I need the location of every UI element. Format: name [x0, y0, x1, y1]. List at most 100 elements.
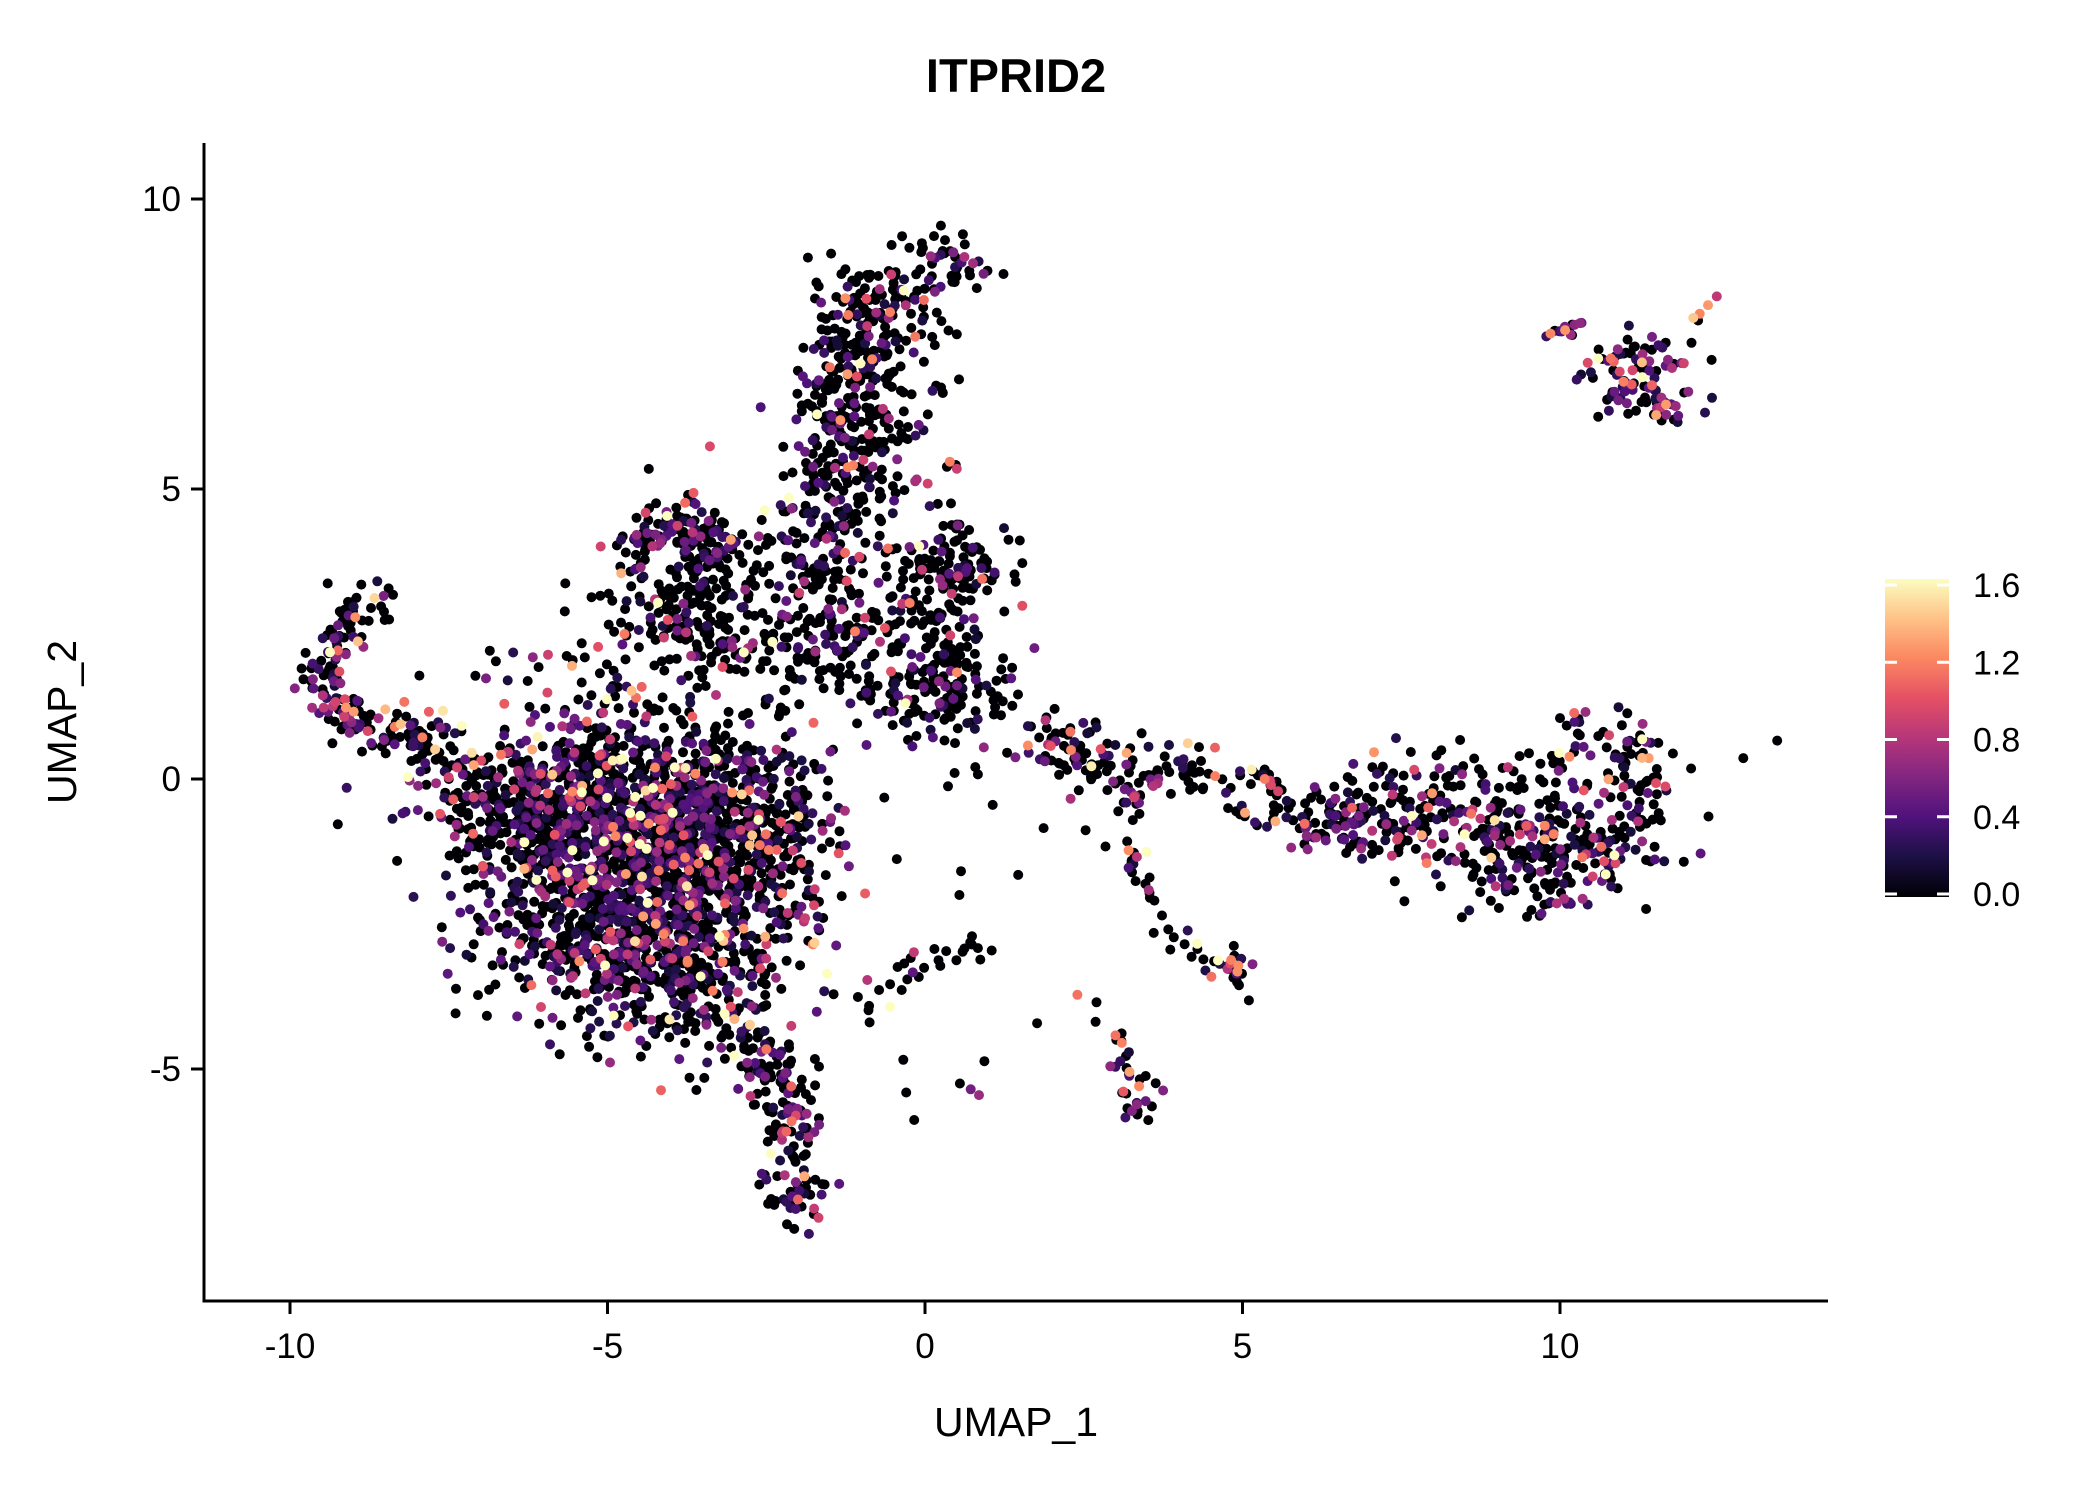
data-point — [1686, 337, 1697, 348]
data-point — [620, 654, 631, 665]
data-point — [671, 904, 682, 915]
data-point — [1164, 767, 1175, 778]
data-point — [1622, 334, 1633, 345]
data-point — [998, 653, 1009, 664]
data-point — [953, 571, 963, 582]
data-point — [665, 872, 676, 883]
data-point — [885, 979, 896, 990]
data-point — [1143, 1115, 1154, 1126]
data-point — [662, 881, 672, 892]
data-point — [784, 776, 795, 787]
data-point — [1616, 720, 1627, 731]
data-point — [1281, 795, 1292, 806]
data-point — [766, 962, 777, 973]
data-point — [1574, 730, 1585, 741]
data-point — [1129, 792, 1140, 803]
data-point — [906, 322, 917, 333]
data-point — [1489, 830, 1500, 841]
data-point — [1245, 779, 1256, 790]
data-point — [1578, 863, 1589, 873]
data-point — [742, 1057, 753, 1068]
data-point — [834, 623, 844, 634]
data-point — [603, 588, 614, 599]
data-point — [561, 651, 572, 661]
data-point — [1593, 731, 1604, 742]
data-point — [1110, 740, 1121, 750]
data-point — [771, 917, 782, 928]
data-point — [1431, 869, 1441, 880]
data-point — [593, 983, 604, 994]
data-point — [972, 769, 983, 780]
data-point — [521, 735, 532, 746]
data-point — [1603, 405, 1614, 416]
data-point — [843, 861, 854, 872]
data-point — [1569, 716, 1580, 727]
data-point — [509, 819, 520, 830]
data-point — [809, 1203, 820, 1214]
data-point — [834, 362, 845, 373]
data-point — [554, 784, 565, 795]
data-point — [523, 797, 534, 808]
data-point — [935, 220, 946, 231]
data-point — [430, 754, 441, 765]
data-point — [650, 634, 661, 645]
data-point — [659, 665, 670, 676]
data-point — [617, 902, 628, 912]
data-point — [902, 434, 913, 445]
data-point — [1404, 803, 1415, 814]
data-point — [1448, 781, 1459, 792]
data-point — [839, 805, 850, 816]
data-point — [816, 763, 827, 774]
data-point — [420, 758, 431, 769]
data-point — [946, 498, 956, 509]
data-point — [736, 1026, 747, 1037]
data-point — [1637, 836, 1648, 847]
data-point — [1150, 1078, 1161, 1089]
data-point — [1525, 841, 1536, 852]
data-point — [1388, 782, 1399, 792]
data-point — [1707, 392, 1717, 403]
data-point — [898, 406, 909, 417]
data-point — [1524, 748, 1534, 759]
data-point — [1547, 858, 1558, 869]
data-point — [460, 754, 471, 765]
data-point — [1566, 831, 1577, 842]
data-point — [703, 946, 714, 957]
data-point — [798, 803, 809, 814]
data-point — [675, 715, 686, 725]
data-point — [859, 391, 870, 402]
data-point — [911, 731, 922, 741]
data-point — [533, 662, 544, 673]
data-point — [1649, 841, 1660, 852]
data-point — [701, 1019, 712, 1030]
data-point — [510, 926, 520, 937]
data-point — [696, 600, 707, 611]
data-point — [819, 561, 830, 572]
data-point — [822, 325, 833, 336]
data-point — [1185, 784, 1196, 795]
data-point — [565, 771, 576, 782]
data-point — [756, 858, 767, 869]
data-point — [483, 925, 494, 936]
data-point — [793, 642, 804, 653]
data-point — [757, 608, 768, 619]
data-point — [482, 780, 493, 791]
data-point — [1286, 842, 1297, 853]
data-point — [962, 718, 973, 729]
data-point — [654, 837, 665, 848]
data-point — [1535, 866, 1546, 877]
data-point — [971, 633, 981, 644]
data-point — [1550, 793, 1560, 804]
data-point — [831, 940, 842, 951]
data-point — [557, 885, 568, 896]
data-point — [495, 839, 506, 850]
data-point — [609, 626, 620, 637]
data-point — [711, 690, 721, 700]
data-point — [525, 717, 536, 727]
data-point — [1381, 780, 1392, 791]
data-point — [444, 850, 455, 861]
data-point — [721, 580, 732, 591]
data-point — [1178, 754, 1189, 765]
data-point — [938, 649, 949, 660]
data-point — [957, 582, 968, 593]
